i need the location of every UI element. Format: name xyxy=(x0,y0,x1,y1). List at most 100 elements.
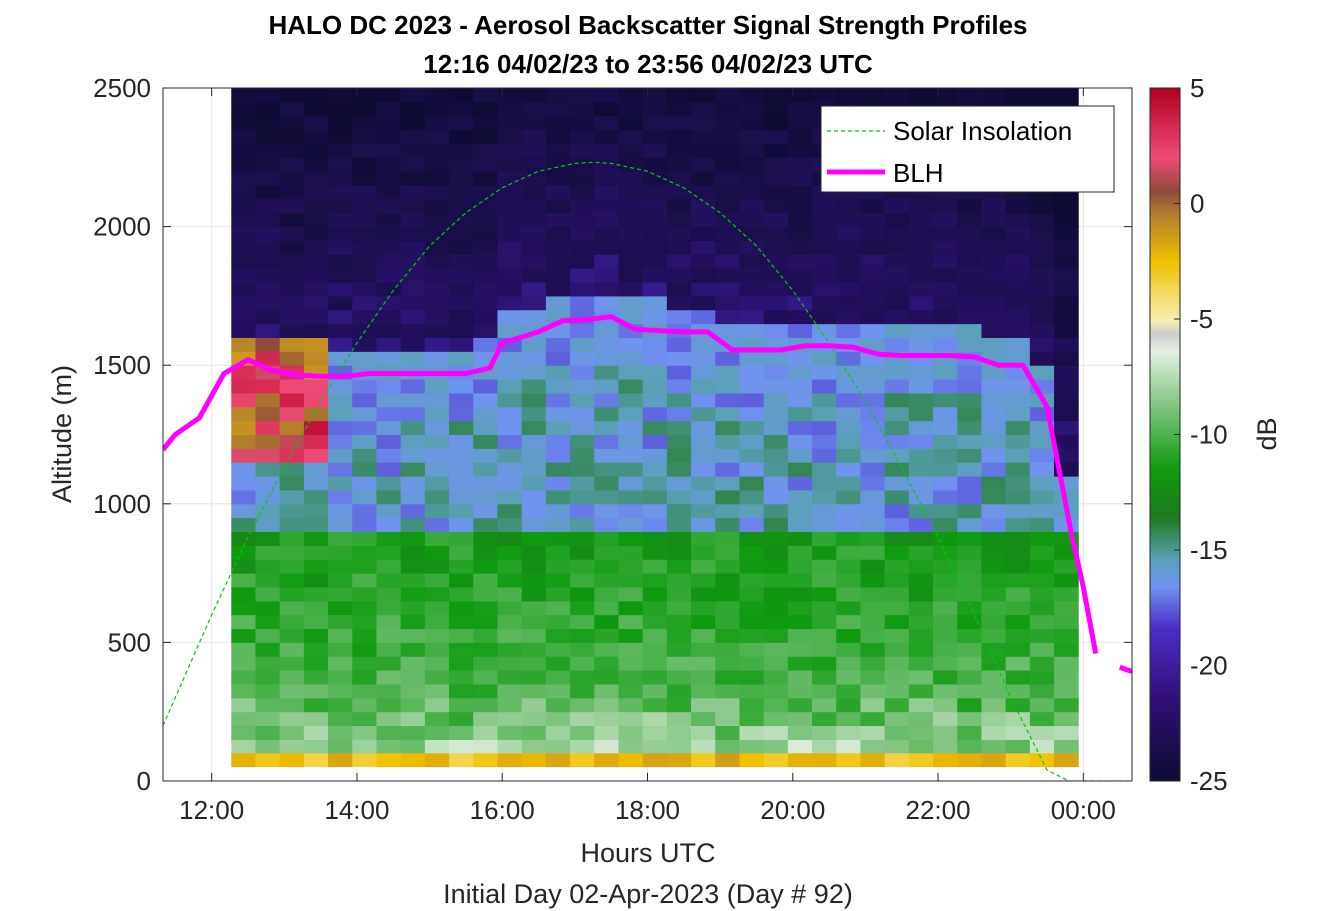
heatmap-cell xyxy=(860,753,886,768)
heatmap-cell xyxy=(521,143,547,158)
heatmap-cell xyxy=(570,129,595,144)
heatmap-cell xyxy=(521,254,547,269)
heatmap-cell xyxy=(981,212,1007,228)
heatmap-cell xyxy=(908,600,934,616)
heatmap-cell xyxy=(449,115,474,131)
heatmap-cell xyxy=(352,392,377,408)
heatmap-cell xyxy=(352,545,377,560)
heatmap-cell xyxy=(836,282,861,297)
heatmap-cell xyxy=(884,365,910,380)
heatmap-cell xyxy=(449,226,474,241)
heatmap-cell xyxy=(957,670,982,685)
heatmap-cell xyxy=(908,268,934,283)
heatmap-cell xyxy=(449,392,474,408)
heatmap-cell xyxy=(618,212,644,228)
heatmap-cell xyxy=(473,656,498,671)
heatmap-cell xyxy=(618,642,644,657)
heatmap-cell xyxy=(255,434,281,449)
heatmap-cell xyxy=(981,434,1007,449)
heatmap-cell xyxy=(328,739,353,754)
heatmap-cell xyxy=(957,462,982,477)
heatmap-cell xyxy=(642,309,668,325)
heatmap-cell xyxy=(763,476,789,491)
heatmap-cell xyxy=(328,420,353,435)
heatmap-cell xyxy=(908,670,934,685)
heatmap-cell xyxy=(521,115,547,131)
heatmap-cell xyxy=(255,295,281,311)
heatmap-cell xyxy=(376,337,402,352)
heatmap-cell xyxy=(812,212,837,228)
heatmap-cell xyxy=(352,198,377,214)
heatmap-cell xyxy=(449,476,474,491)
heatmap-cell xyxy=(666,198,692,214)
heatmap-cell xyxy=(787,670,813,685)
heatmap-cell xyxy=(255,683,281,699)
heatmap-cell xyxy=(594,559,619,574)
heatmap-cell xyxy=(303,683,329,699)
heatmap-cell xyxy=(812,379,837,394)
heatmap-cell xyxy=(473,600,498,616)
heatmap-cell xyxy=(545,683,571,699)
heatmap-cell xyxy=(860,420,886,435)
heatmap-cell xyxy=(231,642,256,657)
heatmap-cell xyxy=(400,559,426,574)
heatmap-cell xyxy=(521,212,547,228)
heatmap-cell xyxy=(884,697,910,713)
heatmap-cell xyxy=(545,503,571,519)
heatmap-cell xyxy=(279,309,305,325)
heatmap-cell xyxy=(933,226,958,241)
heatmap-cell xyxy=(763,226,789,241)
heatmap-cell xyxy=(618,171,644,186)
heatmap-cell xyxy=(618,628,644,643)
heatmap-cell xyxy=(449,101,474,117)
heatmap-cell xyxy=(739,642,765,657)
heatmap-cell xyxy=(812,545,837,560)
heatmap-cell xyxy=(497,531,523,546)
heatmap-cell xyxy=(1029,725,1055,740)
heatmap-cell xyxy=(231,545,256,560)
heatmap-cell xyxy=(787,143,813,158)
heatmap-cell xyxy=(424,614,450,630)
heatmap-cell xyxy=(836,559,861,574)
heatmap-cell xyxy=(376,739,402,754)
heatmap-cell xyxy=(715,115,740,131)
heatmap-cell xyxy=(666,489,692,505)
heatmap-cell xyxy=(473,185,498,200)
heatmap-cell xyxy=(739,171,765,186)
heatmap-cell xyxy=(328,642,353,657)
heatmap-cell xyxy=(860,448,886,463)
heatmap-cell xyxy=(376,462,402,477)
heatmap-cell xyxy=(279,406,305,422)
heatmap-cell xyxy=(231,240,256,255)
heatmap-cell xyxy=(691,753,716,768)
heatmap-cell xyxy=(836,462,861,477)
heatmap-cell xyxy=(231,101,256,117)
heatmap-cell xyxy=(328,545,353,560)
heatmap-cell xyxy=(642,420,668,435)
heatmap-cell xyxy=(933,559,958,574)
heatmap-cell xyxy=(545,351,571,366)
heatmap-cell xyxy=(255,101,281,117)
heatmap-cell xyxy=(376,628,402,643)
heatmap-cell xyxy=(497,88,523,103)
heatmap-cell xyxy=(570,254,595,269)
heatmap-cell xyxy=(1029,683,1055,699)
heatmap-cell xyxy=(424,129,450,144)
colorbar-tick-label: -20 xyxy=(1190,651,1228,681)
heatmap-cell xyxy=(787,268,813,283)
heatmap-cell xyxy=(787,171,813,186)
heatmap-cell xyxy=(884,476,910,491)
heatmap-cell xyxy=(860,476,886,491)
heatmap-cell xyxy=(908,282,934,297)
heatmap-cell xyxy=(231,88,256,103)
heatmap-cell xyxy=(836,545,861,560)
heatmap-cell xyxy=(908,531,934,546)
heatmap-cell xyxy=(400,683,426,699)
heatmap-cell xyxy=(618,573,644,588)
x-tick-label: 12:00 xyxy=(179,795,244,825)
heatmap-cell xyxy=(545,198,571,214)
heatmap-cell xyxy=(884,226,910,241)
heatmap-cell xyxy=(328,448,353,463)
heatmap-cell xyxy=(376,545,402,560)
heatmap-cell xyxy=(981,365,1007,380)
